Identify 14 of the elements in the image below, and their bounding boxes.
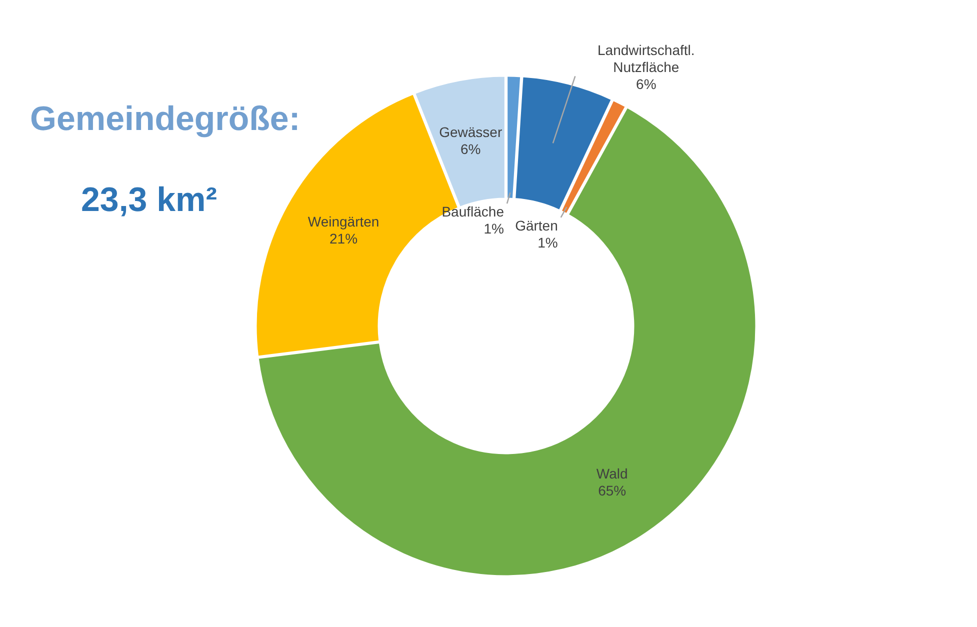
- slice-label: Landwirtschaftl. Nutzfläche: [598, 42, 695, 76]
- slice-label: Baufläche: [442, 204, 504, 220]
- data-label: 1%: [538, 234, 558, 250]
- slice-label: Weingärten: [308, 213, 380, 230]
- data-label: 65%: [598, 482, 626, 499]
- slice-label: Gärten: [515, 217, 558, 234]
- slice-label: Gewässer: [439, 124, 502, 140]
- data-label: 6%: [460, 141, 481, 158]
- text: Gemeindegröße:: [30, 100, 300, 138]
- text: 23,3 km²: [81, 181, 218, 219]
- slice-label: Wald: [596, 466, 628, 482]
- data-label: 6%: [636, 76, 656, 92]
- data-label: 21%: [330, 230, 358, 246]
- data-label: 1%: [484, 220, 504, 237]
